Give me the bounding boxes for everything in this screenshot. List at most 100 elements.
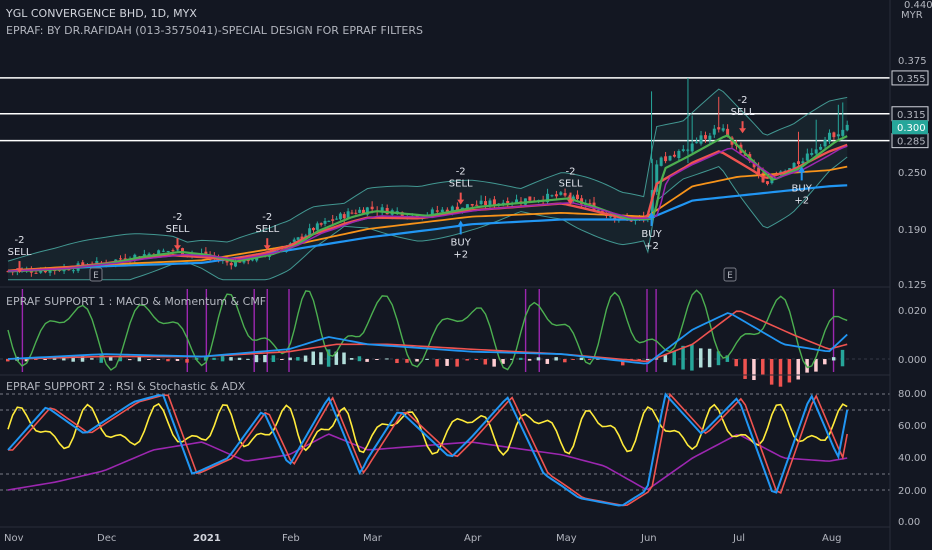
candle	[308, 228, 312, 236]
candle	[176, 249, 180, 251]
candle	[650, 190, 654, 217]
candle	[470, 204, 474, 206]
macd-histogram-bar	[212, 357, 216, 360]
candle	[832, 132, 836, 138]
macd-histogram-bar	[699, 348, 703, 368]
macd-histogram-bar	[690, 344, 694, 371]
macd-histogram-bar	[220, 356, 225, 362]
price-pane[interactable]: 0.3550.3150.2850.300-2SELL-2SELL-2SELL-2…	[0, 70, 929, 282]
candle	[801, 161, 805, 164]
rsi-axis[interactable]: 80.00 60.00 40.00 20.00 0.00	[898, 389, 927, 528]
candle	[354, 212, 358, 214]
candle	[668, 155, 672, 161]
candle	[465, 204, 469, 209]
macd-histogram-bar	[34, 359, 38, 360]
macd-histogram-bar	[203, 356, 208, 361]
time-label: 2021	[193, 533, 221, 544]
sell-arrow-icon	[567, 199, 574, 205]
macd-histogram-bar	[128, 359, 132, 361]
macd-histogram-bar	[587, 359, 592, 360]
macd-histogram-bar	[271, 355, 276, 362]
macd-histogram-bar	[296, 357, 300, 361]
time-label: Mar	[363, 533, 383, 544]
price-axis[interactable]: 0.440 MYR 0.375 0.250 0.190 0.125	[898, 0, 932, 291]
macd-histogram-bar	[246, 358, 250, 360]
macd-histogram-bar	[425, 358, 429, 360]
macd-histogram-bar	[263, 355, 267, 363]
sell-signal-label: SELL	[559, 179, 583, 190]
macd-histogram-bar	[303, 355, 308, 362]
rsi-tick: 60.00	[898, 421, 927, 432]
candle	[823, 139, 827, 147]
buy-arrow-icon	[648, 212, 656, 218]
macd-histogram-bar	[90, 358, 94, 360]
candle	[827, 132, 831, 142]
candle	[171, 250, 175, 252]
candle	[672, 154, 676, 157]
candle	[300, 236, 304, 240]
macd-histogram-bar	[455, 359, 459, 367]
candle	[726, 128, 730, 137]
macd-histogram-bar	[492, 359, 496, 367]
rsi-yellow-line	[7, 402, 848, 456]
macd-histogram-bar	[637, 359, 642, 360]
macd-histogram-bar	[254, 355, 259, 363]
macd-histogram-bar	[395, 359, 399, 364]
macd-histogram-bar	[814, 359, 818, 372]
time-axis[interactable]: Nov Dec 2021 Feb Mar Apr May Jun Jul Aug	[4, 533, 842, 544]
macd-histogram-bar	[620, 359, 625, 366]
macd-histogram-bar	[43, 359, 47, 360]
rsi-tick: 80.00	[898, 389, 927, 400]
candle	[225, 260, 229, 263]
macd-histogram-bar	[415, 359, 419, 362]
candle	[792, 162, 796, 169]
time-label: Apr	[464, 533, 482, 544]
candle	[229, 262, 233, 266]
candle	[550, 195, 554, 197]
macd-histogram-bar	[229, 357, 233, 361]
macd-histogram-bar	[483, 359, 488, 365]
macd-histogram-bar	[663, 355, 668, 363]
candle	[311, 227, 315, 231]
macd-histogram-bar	[536, 357, 541, 361]
candle	[331, 219, 335, 221]
rsi-pane[interactable]	[0, 392, 890, 507]
macd-histogram-bar	[80, 355, 85, 362]
candle	[695, 142, 699, 144]
sell-signal-label: SELL	[731, 107, 755, 118]
candle	[819, 146, 823, 150]
candle	[338, 213, 342, 220]
macd-histogram-bar	[787, 359, 792, 383]
level-label: 0.315	[897, 110, 926, 121]
macd-histogram-bar	[326, 349, 331, 367]
candle	[71, 270, 75, 272]
candle	[358, 209, 362, 213]
sell-arrow-icon	[739, 128, 747, 134]
macd-histogram-bar	[501, 359, 505, 364]
macd-histogram-bar	[518, 357, 523, 360]
candle	[796, 161, 800, 165]
candle	[765, 181, 769, 185]
macd-axis[interactable]: 0.020 0.000	[898, 306, 927, 366]
macd-pane[interactable]	[0, 289, 890, 387]
earnings-marker-label: E	[727, 271, 733, 281]
candle	[810, 152, 814, 155]
macd-histogram-bar	[681, 345, 685, 370]
macd-histogram-bar	[349, 358, 354, 360]
currency-label: MYR	[901, 10, 923, 21]
rsi-tick: 0.00	[898, 517, 920, 528]
macd-histogram-bar	[571, 359, 575, 360]
macd-histogram-bar	[435, 359, 439, 367]
macd-histogram-bar	[465, 359, 469, 361]
sell-signal-label: SELL	[166, 224, 190, 235]
macd-histogram-bar	[734, 359, 738, 367]
time-label: Aug	[822, 533, 842, 544]
stochastic-line	[8, 392, 848, 507]
candle	[677, 150, 681, 158]
time-label: Jul	[732, 533, 745, 544]
macd-histogram-bar	[769, 359, 774, 385]
price-axis-top-label: 0.440	[904, 0, 932, 11]
buy-signal-value: +2	[453, 249, 468, 260]
